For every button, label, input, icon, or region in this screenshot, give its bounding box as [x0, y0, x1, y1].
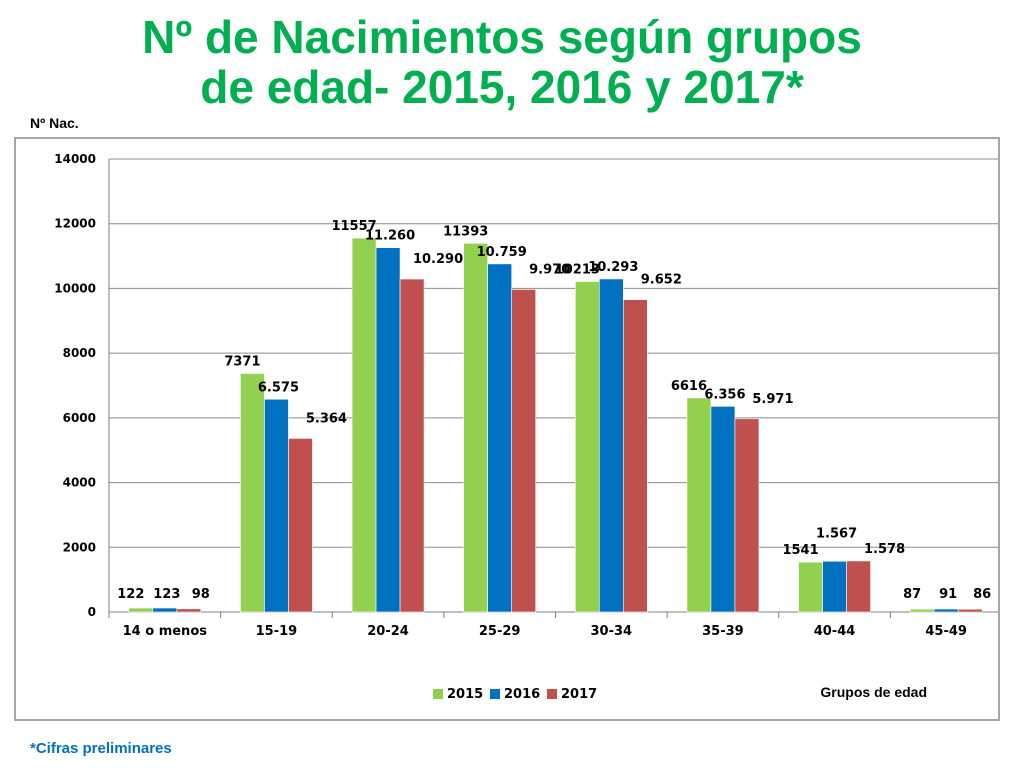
- data-label-2016: 6.575: [258, 380, 299, 395]
- bar-2017: [511, 289, 536, 613]
- bar-2016: [152, 607, 178, 613]
- data-label-2015: 1541: [782, 543, 818, 558]
- y-tick-label: 4000: [63, 476, 96, 490]
- data-label-2017: 86: [973, 587, 991, 602]
- x-tick-label: 15-19: [256, 624, 298, 639]
- footnote: *Cifras preliminares: [30, 740, 172, 757]
- y-tick-label: 6000: [63, 411, 96, 425]
- bar-2016: [822, 560, 847, 613]
- y-tick-label: 8000: [63, 346, 96, 360]
- legend-swatch-2016: [490, 689, 500, 699]
- page-title: Nº de Nacimientos según grupos de edad- …: [0, 12, 1004, 112]
- data-label-2015: 11393: [443, 224, 488, 239]
- data-label-2015: 122: [117, 587, 144, 602]
- bar-2015: [351, 237, 377, 613]
- bar-2015: [575, 281, 600, 613]
- bar-chart: 0 2000 4000 6000 8000 10000 12000 14000 14 o men…: [54, 152, 998, 702]
- bar-2015: [463, 243, 488, 613]
- y-axis-label: Nº Nac.: [30, 115, 79, 131]
- bar-2017: [399, 278, 425, 613]
- data-label-2017: 98: [192, 587, 210, 602]
- data-label-2017: 9.970: [529, 262, 570, 277]
- legend-label-2015: 2015: [447, 687, 483, 702]
- legend-swatch-2017: [547, 689, 557, 699]
- y-tick-label: 12000: [54, 217, 96, 231]
- data-label-2017: 5.971: [752, 392, 793, 407]
- bar-2017: [623, 299, 648, 613]
- bar-2015: [686, 397, 712, 613]
- bar-2015: [798, 561, 823, 613]
- bar-2016: [599, 278, 624, 613]
- x-tick-label: 25-29: [479, 624, 521, 639]
- data-label-2017: 10.290: [413, 252, 463, 267]
- bar-2015: [909, 608, 935, 613]
- data-label-2015: 87: [903, 587, 921, 602]
- bar-2017: [846, 560, 871, 613]
- data-label-2016: 6.356: [704, 387, 745, 402]
- bar-2016: [710, 406, 736, 613]
- data-label-2017: 9.652: [641, 273, 682, 288]
- chart-frame: 0 2000 4000 6000 8000 10000 12000 14000 14 o men…: [14, 137, 1000, 721]
- data-label-2017: 1.578: [864, 542, 905, 557]
- data-label-2015: 6616: [671, 379, 707, 394]
- bar-2016: [264, 398, 289, 613]
- y-tick-label: 14000: [54, 152, 96, 166]
- bar-2017: [288, 438, 313, 613]
- title-line-2: de edad- 2015, 2016 y 2017*: [200, 61, 804, 113]
- data-label-2015: 10213: [555, 263, 600, 278]
- bar-2017: [734, 418, 760, 613]
- bar-2016: [487, 263, 512, 613]
- title-line-1: Nº de Nacimientos según grupos: [142, 11, 862, 63]
- bar-2015: [128, 607, 154, 613]
- bar-2017: [176, 608, 202, 613]
- x-tick-label: 45-49: [925, 624, 967, 639]
- y-tick-label: 2000: [63, 540, 96, 554]
- x-tick-label: 14 o menos: [123, 624, 208, 639]
- legend-swatch-2015: [433, 689, 443, 699]
- data-label-2016: 91: [939, 587, 957, 602]
- x-axis-label: Grupos de edad: [820, 684, 927, 700]
- data-label-2015: 11557: [331, 219, 376, 234]
- y-tick-label: 0: [88, 605, 96, 619]
- data-label-2016: 11.260: [365, 229, 415, 244]
- bar-2015: [240, 373, 265, 613]
- legend-label-2017: 2017: [561, 687, 597, 702]
- bar-2017: [957, 608, 983, 613]
- x-tick-label: 40-44: [814, 624, 856, 639]
- data-label-2016: 123: [153, 587, 180, 602]
- data-label-2015: 7371: [224, 354, 260, 369]
- data-label-2017: 5.364: [306, 411, 347, 426]
- data-label-2016: 10.293: [588, 260, 638, 275]
- bar-2016: [375, 247, 401, 613]
- x-tick-label: 35-39: [702, 624, 744, 639]
- data-label-2016: 1.567: [816, 526, 857, 541]
- bar-2016: [933, 608, 959, 613]
- data-label-2016: 10.759: [477, 245, 527, 260]
- x-tick-label: 20-24: [367, 624, 409, 639]
- legend-label-2016: 2016: [504, 687, 540, 702]
- x-tick-label: 30-34: [591, 624, 633, 639]
- y-tick-label: 10000: [54, 281, 96, 295]
